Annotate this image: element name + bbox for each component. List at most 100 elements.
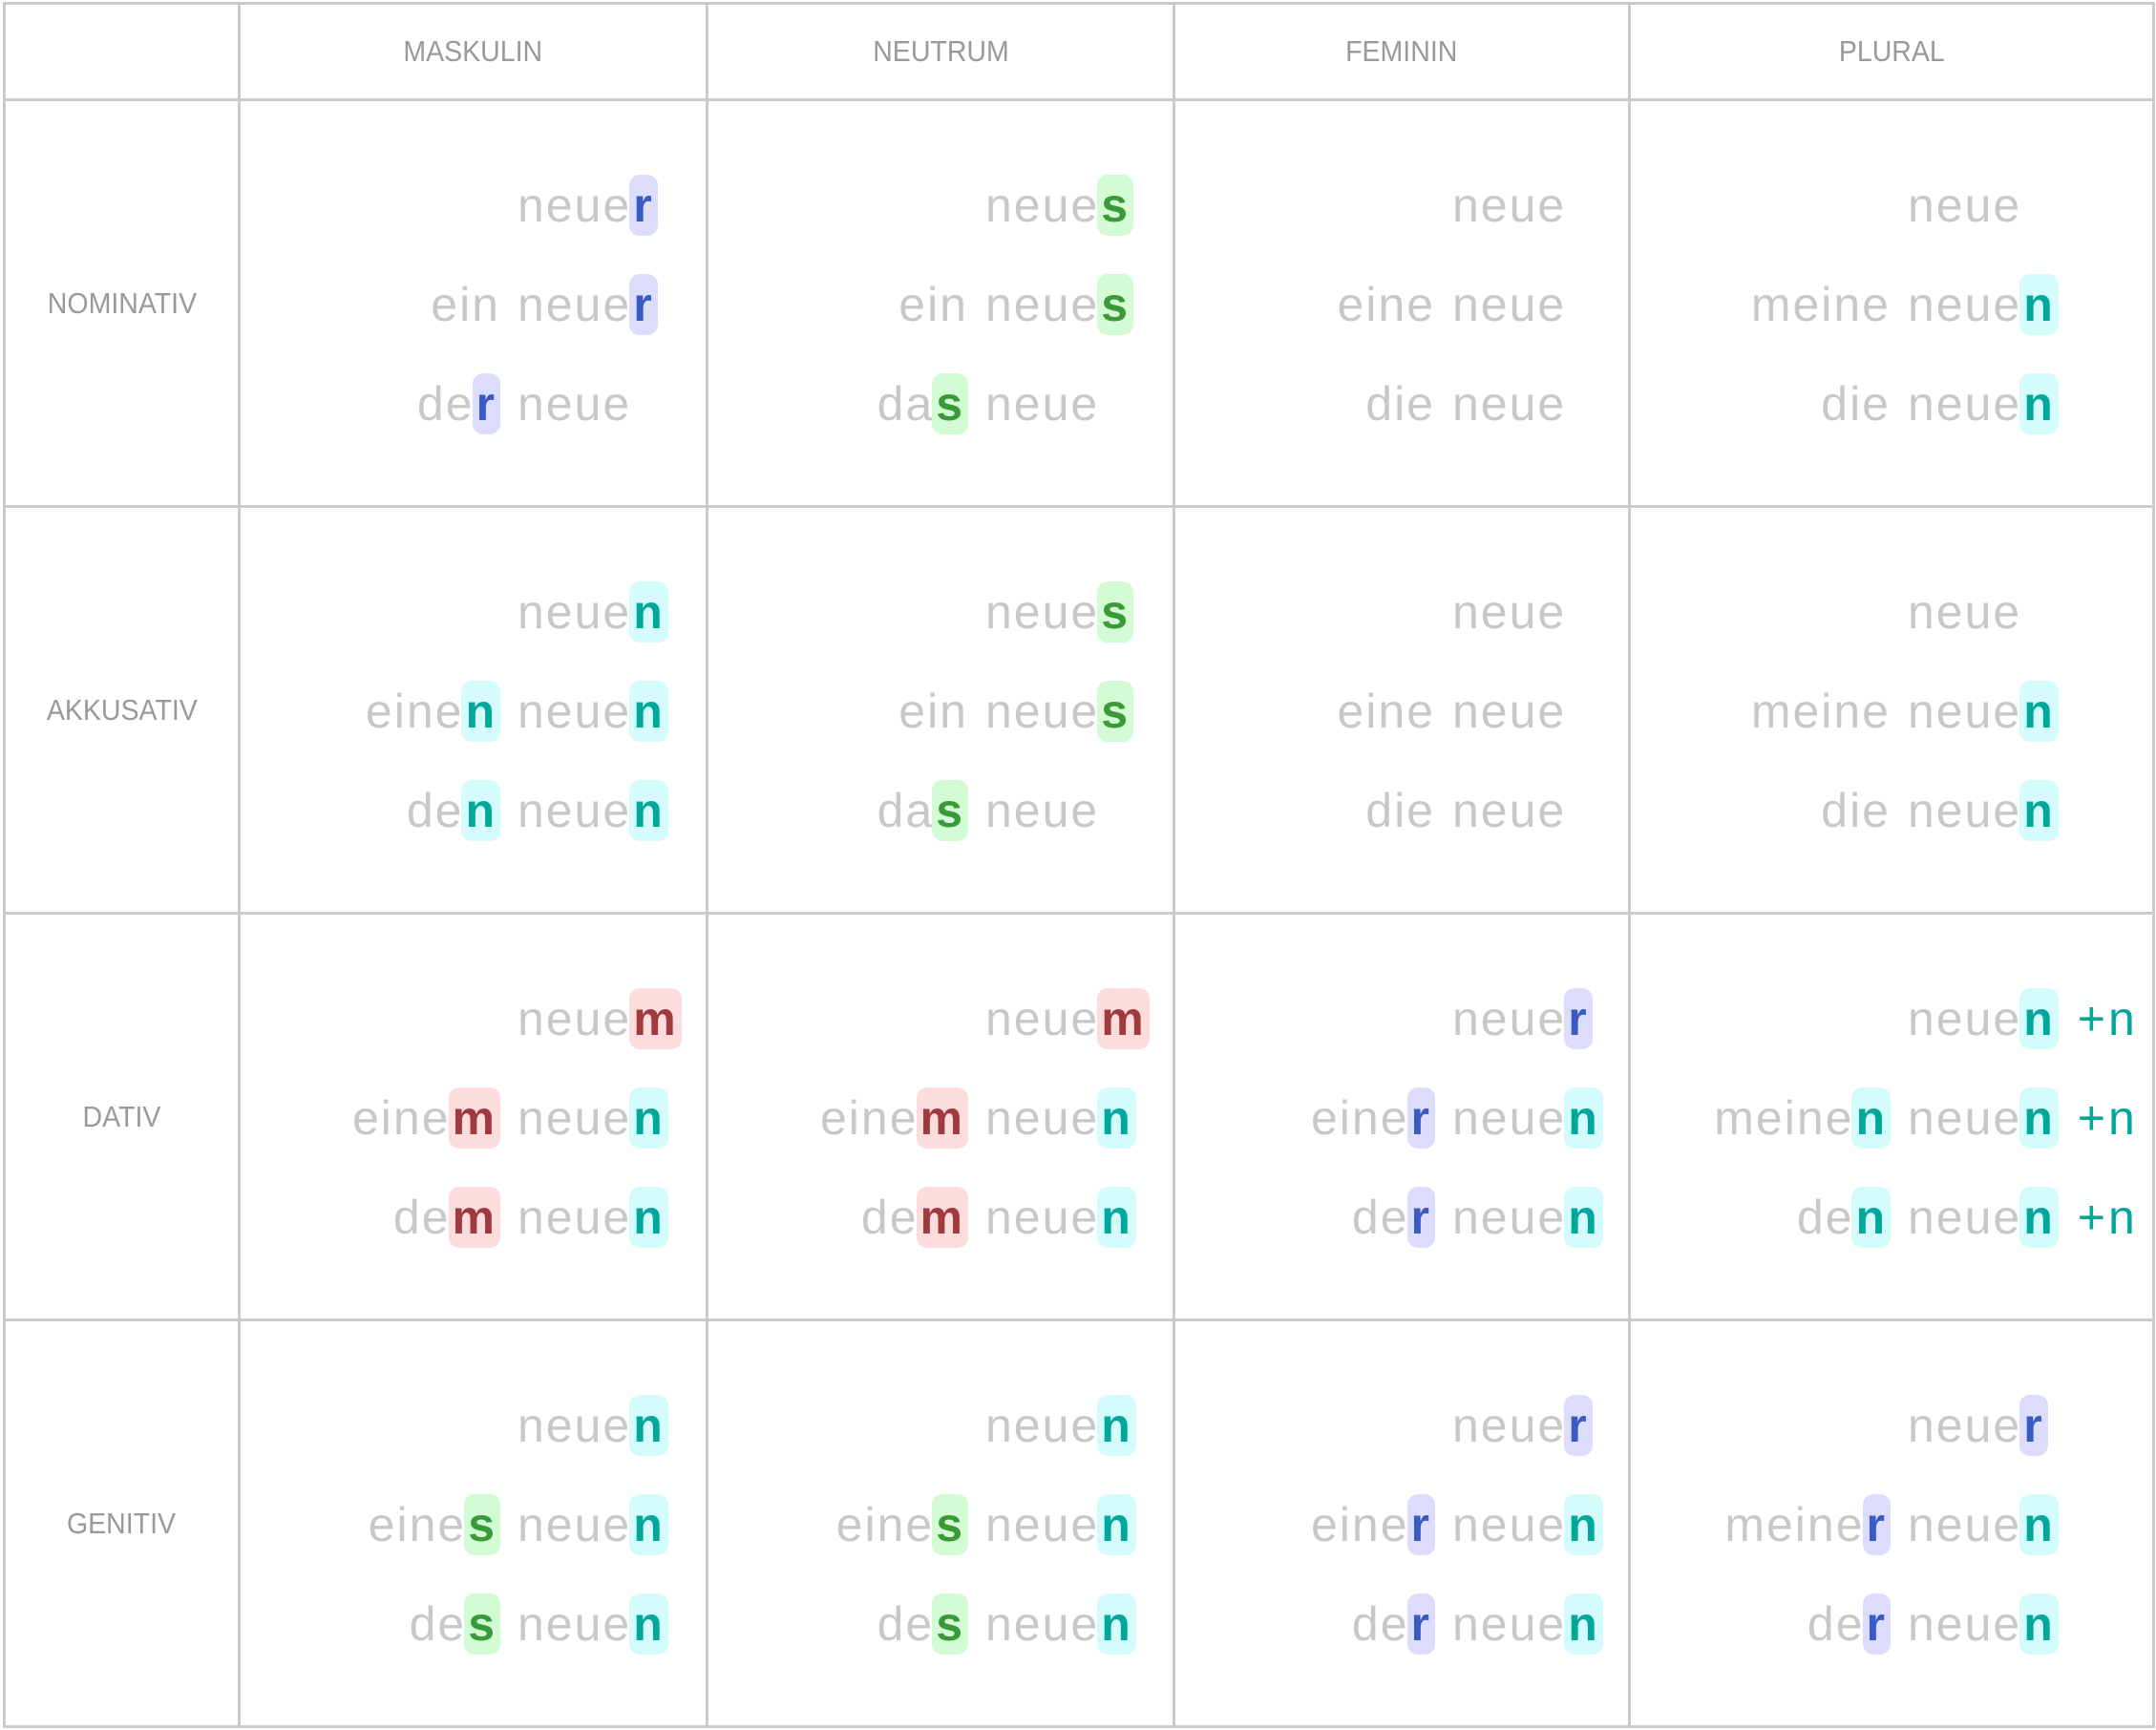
- adjective-ending: n: [2019, 1593, 2059, 1655]
- adjective: neue r: [518, 273, 658, 336]
- article-ending: m: [916, 1187, 968, 1248]
- article-ending: r: [1406, 1087, 1435, 1149]
- adjective: neue n: [1908, 1493, 2059, 1556]
- article-stem: eine: [820, 1091, 919, 1145]
- adjective-ending: n: [1097, 1087, 1136, 1149]
- adjective: neue: [1452, 273, 1566, 336]
- declension-line: de n neue n +n: [1631, 1186, 2152, 1249]
- adjective-stem: neue: [985, 992, 1100, 1045]
- declension-cell: neue m eine m neue n de m neue n: [241, 915, 708, 1321]
- adjective: neue n: [1908, 273, 2059, 336]
- declension-line: neue s: [708, 174, 1173, 237]
- row-label-cell: GENITIV: [6, 1321, 241, 1728]
- article-stem: meine: [1750, 278, 1891, 331]
- declension-line: eine n neue n: [241, 680, 706, 743]
- declension-line: neue s: [708, 580, 1173, 643]
- adjective-stem: neue: [1452, 1191, 1567, 1244]
- adjective-stem: neue: [518, 278, 632, 331]
- article-ending: s: [932, 373, 968, 434]
- adjective: neue: [1908, 580, 2021, 643]
- declension-line: meine r neue n: [1631, 1493, 2152, 1556]
- article: meine r: [1724, 1493, 1891, 1556]
- row-label: DATIV: [82, 1099, 161, 1133]
- adjective-stem: neue: [985, 1597, 1100, 1651]
- adjective-stem: neue: [1452, 179, 1567, 232]
- adjective-stem: neue: [1452, 784, 1567, 837]
- declension-line: ein neue r: [241, 273, 706, 336]
- adjective-stem: neue: [518, 685, 632, 738]
- declension-line: eine s neue n: [241, 1493, 706, 1556]
- adjective: neue n: [985, 1394, 1136, 1457]
- article-stem: de: [416, 377, 475, 431]
- article-stem: de: [406, 784, 464, 837]
- declension-line: die neue: [1175, 372, 1628, 435]
- article: da s: [877, 779, 968, 842]
- declension-line: neue r: [1175, 1394, 1628, 1457]
- adjective: neue n: [1452, 1087, 1603, 1150]
- article-ending: n: [461, 780, 500, 841]
- adjective: neue n: [518, 580, 668, 643]
- adjective-ending: n: [2019, 274, 2059, 335]
- declension-cell: neue r eine r neue n de r neue n: [1175, 1321, 1631, 1728]
- adjective: neue n: [518, 779, 668, 842]
- adjective-ending: n: [629, 681, 668, 742]
- declension-cell: neue n eine s neue n de s neue n: [241, 1321, 708, 1728]
- article-ending: n: [1851, 1187, 1891, 1248]
- adjective-ending: n: [629, 1494, 668, 1555]
- adjective: neue n: [1452, 1593, 1603, 1656]
- article-ending: n: [1851, 1087, 1891, 1149]
- declension-line: neue: [1175, 174, 1628, 237]
- adjective: neue n: [985, 1493, 1136, 1556]
- declension-line: die neue n: [1631, 779, 2152, 842]
- article: de s: [877, 1593, 968, 1656]
- declension-line: neue n +n: [1631, 987, 2152, 1050]
- article-stem: de: [1351, 1597, 1409, 1651]
- declension-line: de r neue n: [1631, 1593, 2152, 1656]
- adjective: neue: [518, 372, 631, 435]
- declension-line: eine m neue n: [241, 1087, 706, 1150]
- article: ein: [898, 273, 968, 336]
- article-ending: r: [1862, 1593, 1891, 1655]
- article-stem: eine: [368, 1498, 467, 1551]
- adjective-stem: neue: [1452, 1597, 1567, 1651]
- row-label: GENITIV: [67, 1506, 177, 1540]
- adjective: neue n: [1908, 372, 2059, 435]
- column-header: FEMININ: [1175, 5, 1631, 101]
- adjective-stem: neue: [1908, 585, 2022, 639]
- article-stem: de: [409, 1597, 467, 1651]
- adjective-stem: neue: [518, 179, 632, 232]
- article-ending: s: [932, 780, 968, 841]
- article: de r: [1807, 1593, 1891, 1656]
- declension-line: de r neue n: [1175, 1593, 1628, 1656]
- declension-line: de r neue n: [1175, 1186, 1628, 1249]
- article: die: [1821, 779, 1891, 842]
- column-header-label: FEMININ: [1345, 34, 1458, 68]
- adjective-ending: n: [629, 1087, 668, 1149]
- declension-cell: neue r ein neue r de r neue: [241, 101, 708, 508]
- declension-line: neue: [1175, 580, 1628, 643]
- declension-line: die neue n: [1631, 372, 2152, 435]
- declension-cell: neue n +n meine n neue n +n de n neue n +n: [1631, 915, 2155, 1321]
- article: eine s: [836, 1493, 968, 1556]
- adjective: neue n: [985, 1593, 1136, 1656]
- adjective: neue: [1452, 680, 1566, 743]
- article-stem: de: [392, 1191, 451, 1244]
- article-stem: eine: [835, 1498, 935, 1551]
- article-stem: die: [1821, 784, 1891, 837]
- row-label-cell: AKKUSATIV: [6, 508, 241, 915]
- adjective-ending: n: [629, 581, 668, 643]
- noun-ending-note: +n: [2077, 1191, 2138, 1244]
- adjective: neue r: [1452, 1394, 1593, 1457]
- adjective-stem: neue: [1908, 1399, 2022, 1452]
- declension-line: ein neue s: [708, 680, 1173, 743]
- adjective-ending: n: [1097, 1593, 1136, 1655]
- article-stem: da: [877, 784, 935, 837]
- adjective: neue s: [985, 580, 1134, 643]
- article-stem: eine: [365, 685, 464, 738]
- article-stem: die: [1365, 377, 1435, 431]
- declension-line: eine m neue n: [708, 1087, 1173, 1150]
- adjective-stem: neue: [1908, 784, 2022, 837]
- article: de r: [417, 372, 500, 435]
- adjective-stem: neue: [1908, 1498, 2022, 1551]
- article-stem: de: [1807, 1597, 1865, 1651]
